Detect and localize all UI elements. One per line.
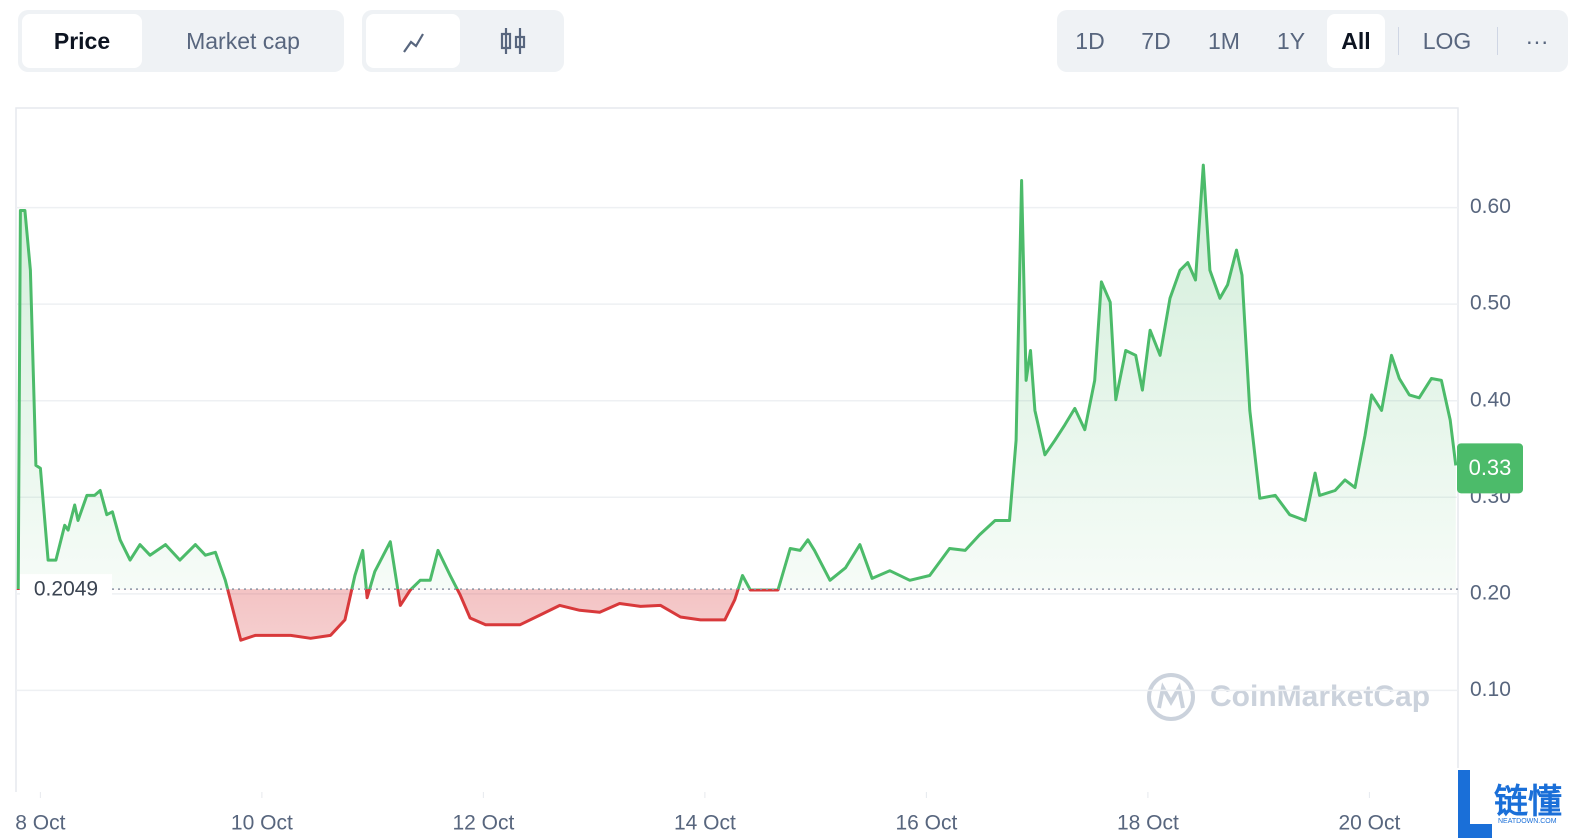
more-button[interactable]: ··· bbox=[1525, 28, 1549, 54]
candle-icon bbox=[500, 28, 526, 54]
last-price-bg bbox=[1457, 443, 1523, 494]
tab-price[interactable]: Price bbox=[22, 14, 142, 68]
separator bbox=[1398, 27, 1399, 55]
x-tick-label: 10 Oct bbox=[231, 812, 293, 835]
tab-market-cap[interactable]: Market cap bbox=[186, 28, 300, 54]
watermark: CoinMarketCap bbox=[1147, 673, 1430, 721]
separator bbox=[1497, 27, 1498, 55]
y-tick-label: 0.60 bbox=[1470, 195, 1511, 218]
x-tick-label: 12 Oct bbox=[452, 812, 514, 835]
range-1d[interactable]: 1D bbox=[1075, 28, 1105, 54]
candle-chart-button[interactable] bbox=[466, 14, 560, 68]
watermark-text: CoinMarketCap bbox=[1210, 680, 1430, 713]
y-tick-label: 0.40 bbox=[1470, 388, 1511, 411]
site-logo-icon bbox=[1458, 770, 1492, 838]
x-tick-label: 18 Oct bbox=[1117, 812, 1179, 835]
metric-tabs: Price Market cap bbox=[18, 10, 344, 72]
plot-frame bbox=[15, 107, 1459, 792]
x-tick-label: 20 Oct bbox=[1338, 812, 1400, 835]
price-line bbox=[16, 163, 1458, 642]
log-button[interactable]: LOG bbox=[1422, 28, 1472, 54]
y-tick-label: 0.50 bbox=[1470, 292, 1511, 315]
last-price-label: 0.33 bbox=[1469, 455, 1512, 480]
line-chart-button[interactable] bbox=[366, 14, 460, 68]
site-logo: 链懂 bbox=[1494, 782, 1562, 822]
y-tick-label: 0.20 bbox=[1470, 581, 1511, 604]
chart-type-tabs bbox=[362, 10, 564, 72]
baseline-label-bg bbox=[20, 574, 112, 605]
range-7d[interactable]: 7D bbox=[1141, 28, 1171, 54]
range-1m[interactable]: 1M bbox=[1208, 28, 1240, 54]
site-url: NEATDOWN.COM bbox=[1498, 818, 1557, 825]
range-all[interactable]: All bbox=[1327, 14, 1385, 68]
site-badge: 链懂 NEATDOWN.COM bbox=[1456, 768, 1572, 840]
x-tick-label: 16 Oct bbox=[895, 812, 957, 835]
x-tick-label: 14 Oct bbox=[674, 812, 736, 835]
range-tabs: 1D 7D 1M 1Y All LOG ··· bbox=[1057, 10, 1568, 72]
line-icon bbox=[403, 33, 424, 53]
y-tick-label: 0.10 bbox=[1470, 678, 1511, 701]
y-tick-label: 0.30 bbox=[1470, 485, 1511, 508]
range-1y[interactable]: 1Y bbox=[1276, 28, 1306, 54]
baseline-label: 0.2049 bbox=[34, 578, 98, 601]
x-tick-label: 8 Oct bbox=[15, 812, 65, 835]
area-fill bbox=[18, 165, 1456, 641]
